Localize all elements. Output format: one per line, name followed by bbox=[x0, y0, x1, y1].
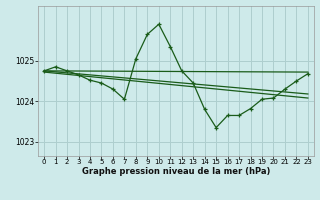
X-axis label: Graphe pression niveau de la mer (hPa): Graphe pression niveau de la mer (hPa) bbox=[82, 167, 270, 176]
